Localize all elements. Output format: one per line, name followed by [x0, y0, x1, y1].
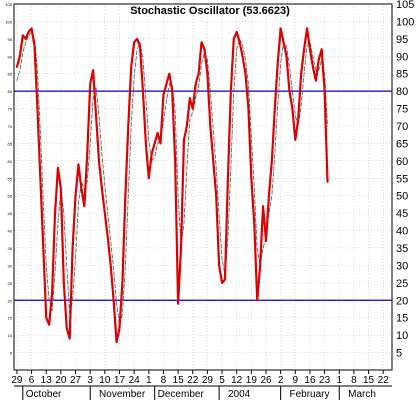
- x-tick-label: 12: [231, 375, 243, 386]
- y-tick-label-right: 20: [396, 295, 408, 307]
- y-tick-label-left: 5: [10, 351, 13, 356]
- x-tick-label: 3: [87, 375, 93, 386]
- y-tick-label-right: 75: [396, 104, 408, 116]
- y-tick-label-left: 70: [8, 124, 13, 129]
- series-layer: [15, 27, 329, 344]
- month-label: March: [348, 389, 376, 400]
- x-tick-label: 5: [219, 375, 225, 386]
- x-tick-label: 2: [278, 375, 284, 386]
- y-tick-label-left: 35: [8, 246, 13, 251]
- x-tick-label: 16: [304, 375, 316, 386]
- x-tick-label: 13: [41, 375, 53, 386]
- stochastic-line: [15, 27, 329, 344]
- y-tick-label-left: 80: [8, 89, 13, 94]
- y-tick-label-right: 80: [396, 86, 408, 98]
- y-tick-label-left: 20: [8, 298, 13, 303]
- y-tick-label-right: 40: [396, 226, 408, 238]
- y-tick-label-right: 65: [396, 138, 408, 150]
- month-label: 2004: [228, 389, 251, 400]
- x-tick-label: 8: [161, 375, 167, 386]
- y-tick-label-right: 70: [396, 121, 408, 133]
- x-tick-label: 15: [363, 375, 375, 386]
- reference-lines: [14, 90, 392, 301]
- x-tick-label: 17: [114, 375, 126, 386]
- y-tick-label-right: 100: [396, 16, 414, 28]
- month-label: February: [290, 389, 330, 400]
- y-tick-label-right: 95: [396, 34, 408, 46]
- x-tick-label: 23: [319, 375, 331, 386]
- x-tick-label: 6: [29, 375, 35, 386]
- y-tick-label-right: 60: [396, 156, 408, 168]
- x-tick-label: 24: [129, 375, 141, 386]
- y-tick-label-right: 90: [396, 51, 408, 63]
- y-tick-label-right: 50: [396, 191, 408, 203]
- month-label: October: [26, 389, 62, 400]
- x-tick-label: 9: [293, 375, 299, 386]
- y-tick-label-left: 30: [8, 263, 13, 268]
- y-tick-label-left: 60: [8, 159, 13, 164]
- y-tick-label-right: 25: [396, 278, 408, 290]
- y-tick-label-right: 55: [396, 173, 408, 185]
- x-tick-label: 29: [202, 375, 214, 386]
- y-tick-label-left: 50: [8, 194, 13, 199]
- y-tick-label-right: 10: [396, 330, 408, 342]
- y-tick-label-right: 5: [396, 348, 402, 360]
- y-tick-label-left: 55: [8, 176, 13, 181]
- x-tick-label: 29: [11, 375, 23, 386]
- x-tick-label: 8: [351, 375, 357, 386]
- y-tick-label-left: 100: [5, 19, 12, 24]
- plot-frame: [13, 3, 393, 371]
- y-tick-label-right: 35: [396, 243, 408, 255]
- y-tick-label-left: 90: [8, 54, 13, 59]
- x-tick-label: 20: [55, 375, 67, 386]
- x-tick-label: 27: [70, 375, 82, 386]
- x-tick-label: 1: [336, 375, 342, 386]
- x-tick-label: 1: [146, 375, 152, 386]
- x-tick-label: 10: [99, 375, 111, 386]
- y-tick-label-left: 85: [8, 72, 13, 77]
- y-tick-label-right: 45: [396, 208, 408, 220]
- y-tick-label-left: 75: [8, 107, 13, 112]
- x-tick-label: 15: [173, 375, 185, 386]
- y-tick-label-left: 25: [8, 281, 13, 286]
- x-tick-label: 22: [378, 375, 390, 386]
- y-tick-label-right: 15: [396, 313, 408, 325]
- chart-title: Stochastic Oscillator (53.6623): [130, 5, 290, 17]
- y-tick-label-left: 10: [8, 333, 13, 338]
- x-tick-label: 22: [187, 375, 199, 386]
- month-labels: October November December 2004 February March: [14, 385, 392, 400]
- y-tick-label-left: 65: [8, 141, 13, 146]
- x-tick-label: 19: [246, 375, 258, 386]
- x-tick-label: 26: [260, 375, 272, 386]
- y-tick-label-left: 45: [8, 211, 13, 216]
- y-tick-label-left: 105: [5, 2, 12, 7]
- y-tick-label-right: 105: [396, 0, 414, 11]
- y-tick-label-right: 30: [396, 260, 408, 272]
- y-tick-label-right: 85: [396, 69, 408, 81]
- signal-line: [16, 31, 328, 326]
- y-tick-label-left: 40: [8, 229, 13, 234]
- y-tick-label-left: 95: [8, 37, 13, 42]
- x-axis-ticks: 29 6 13 20 27 3 10 17 24 1 8 15 22 29 5 12 19 26 2 9 16 23 1 8 1…: [11, 370, 389, 386]
- month-label: December: [158, 389, 205, 400]
- y-tick-label-left: 15: [8, 316, 13, 321]
- month-label: November: [99, 389, 146, 400]
